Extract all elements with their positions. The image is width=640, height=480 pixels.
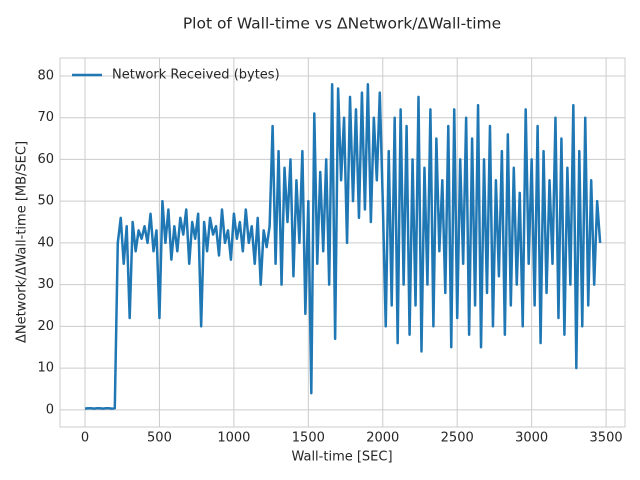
plot-area bbox=[84, 83, 602, 410]
x-tick-label: 0 bbox=[81, 431, 89, 446]
y-tick-label: 60 bbox=[37, 152, 54, 167]
chart-title: Plot of Wall-time vs ΔNetwork/ΔWall-time bbox=[183, 15, 501, 33]
x-tick-label: 1500 bbox=[292, 431, 325, 446]
plot-frame bbox=[59, 57, 626, 428]
y-tick-label: 0 bbox=[46, 402, 54, 417]
y-axis-label: ΔNetwork/ΔWall-time [MB/SEC] bbox=[15, 141, 30, 343]
x-tick-label: 3000 bbox=[515, 431, 548, 446]
y-tick-label: 80 bbox=[37, 68, 54, 83]
y-tick-label: 20 bbox=[37, 319, 54, 334]
x-tick-label: 2000 bbox=[366, 431, 399, 446]
x-tick-label: 1000 bbox=[217, 431, 250, 446]
y-tick-label: 40 bbox=[37, 235, 54, 250]
y-tick-label: 50 bbox=[37, 194, 54, 209]
y-tick-label: 70 bbox=[37, 110, 54, 125]
legend: Network Received (bytes) bbox=[72, 68, 280, 83]
y-tick-label: 10 bbox=[37, 361, 54, 376]
legend-label: Network Received (bytes) bbox=[112, 68, 280, 83]
x-tick-label: 500 bbox=[147, 431, 172, 446]
x-axis-label: Wall-time [SEC] bbox=[291, 450, 392, 465]
x-tick-label: 3500 bbox=[590, 431, 623, 446]
y-tick-label: 30 bbox=[37, 277, 54, 292]
data-line bbox=[84, 83, 602, 410]
x-tick-label: 2500 bbox=[441, 431, 474, 446]
